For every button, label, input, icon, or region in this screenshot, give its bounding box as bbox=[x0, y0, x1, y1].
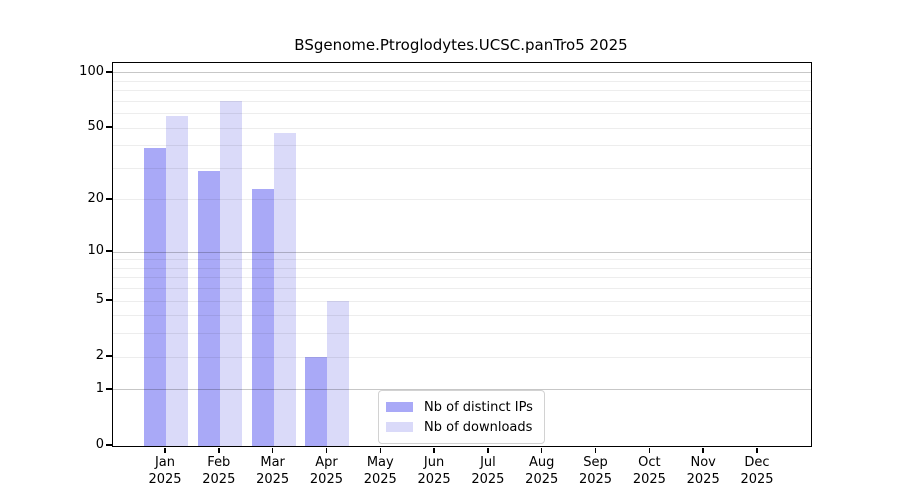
legend-swatch-downloads bbox=[386, 422, 413, 432]
x-axis-label-feb-2025: Feb 2025 bbox=[202, 455, 236, 487]
y-tick-2 bbox=[106, 355, 112, 357]
y-axis-label-0: 0 bbox=[95, 437, 104, 452]
gridline-minor-5 bbox=[113, 300, 811, 302]
gridline-major-1 bbox=[113, 389, 811, 391]
x-tick-jun-2025 bbox=[433, 448, 435, 453]
legend-label-distinct-ips: Nb of distinct IPs bbox=[424, 399, 533, 415]
x-tick-feb-2025 bbox=[218, 448, 220, 453]
x-tick-sep-2025 bbox=[594, 448, 597, 453]
gridline-minor-7 bbox=[113, 277, 811, 279]
x-axis-label-apr-2025: Apr 2025 bbox=[309, 455, 343, 487]
bar-nb-of-downloads-feb-2025 bbox=[219, 101, 242, 446]
x-tick-jan-2025 bbox=[164, 448, 166, 453]
gridline-minor-3 bbox=[113, 333, 811, 335]
x-axis-label-jun-2025: Jun 2025 bbox=[417, 455, 451, 487]
x-axis-label-sep-2025: Sep 2025 bbox=[578, 455, 613, 487]
y-tick-50 bbox=[106, 126, 112, 128]
x-axis-label-oct-2025: Oct 2025 bbox=[632, 455, 666, 487]
y-tick-100 bbox=[106, 71, 112, 73]
bar-nb-of-distinct-ips-mar-2025 bbox=[251, 189, 274, 446]
bar-nb-of-downloads-jan-2025 bbox=[166, 116, 188, 446]
x-axis-label-dec-2025: Dec 2025 bbox=[740, 455, 774, 487]
x-tick-mar-2025 bbox=[271, 448, 274, 453]
gridline-minor-90 bbox=[113, 80, 811, 82]
gridline-minor-20 bbox=[113, 199, 811, 201]
bar-nb-of-distinct-ips-jan-2025 bbox=[144, 147, 166, 446]
x-axis-label-nov-2025: Nov 2025 bbox=[686, 455, 720, 487]
x-tick-dec-2025 bbox=[756, 448, 758, 453]
chart-title: BSgenome.Ptroglodytes.UCSC.panTro5 2025 bbox=[294, 36, 628, 54]
x-axis-label-jan-2025: Jan 2025 bbox=[148, 455, 182, 487]
y-tick-10 bbox=[106, 250, 112, 252]
legend: Nb of distinct IPs Nb of downloads bbox=[378, 390, 545, 444]
y-axis-label-10: 10 bbox=[87, 243, 104, 259]
y-axis-label-50: 50 bbox=[87, 119, 104, 135]
gridline-minor-6 bbox=[113, 288, 811, 290]
plot-area bbox=[112, 62, 812, 447]
y-axis-label-5: 5 bbox=[95, 292, 104, 308]
gridline-minor-30 bbox=[113, 167, 811, 169]
y-axis-label-2: 2 bbox=[95, 348, 104, 364]
x-axis-label-aug-2025: Aug 2025 bbox=[525, 455, 559, 487]
x-axis-label-may-2025: May 2025 bbox=[363, 455, 397, 487]
x-tick-oct-2025 bbox=[648, 448, 651, 453]
gridline-minor-50 bbox=[113, 127, 811, 129]
gridline-minor-70 bbox=[113, 100, 811, 102]
y-axis-label-1: 1 bbox=[95, 380, 104, 396]
legend-item-downloads: Nb of downloads bbox=[386, 417, 536, 437]
x-axis-label-mar-2025: Mar 2025 bbox=[256, 455, 290, 487]
x-tick-nov-2025 bbox=[702, 448, 704, 453]
gridline-major-100 bbox=[113, 72, 811, 74]
legend-swatch-distinct-ips bbox=[386, 402, 413, 412]
bar-nb-of-distinct-ips-apr-2025 bbox=[305, 357, 328, 446]
x-axis-label-jul-2025: Jul 2025 bbox=[471, 455, 505, 487]
gridline-minor-80 bbox=[113, 90, 811, 92]
gridline-major-10 bbox=[113, 251, 811, 253]
legend-item-distinct-ips: Nb of distinct IPs bbox=[386, 397, 536, 417]
gridline-minor-40 bbox=[113, 145, 811, 147]
bar-nb-of-downloads-apr-2025 bbox=[327, 301, 350, 446]
y-axis-label-20: 20 bbox=[87, 190, 104, 206]
y-tick-0 bbox=[106, 444, 112, 446]
x-tick-jul-2025 bbox=[487, 448, 489, 453]
y-tick-5 bbox=[106, 299, 112, 301]
gridline-minor-60 bbox=[113, 113, 811, 115]
y-tick-20 bbox=[106, 198, 112, 200]
gridline-minor-4 bbox=[113, 315, 811, 317]
y-axis-label-100: 100 bbox=[79, 63, 104, 79]
y-tick-1 bbox=[106, 388, 112, 390]
gridline-minor-9 bbox=[113, 259, 811, 261]
legend-label-downloads: Nb of downloads bbox=[424, 419, 533, 435]
bar-nb-of-distinct-ips-feb-2025 bbox=[197, 170, 220, 446]
x-tick-may-2025 bbox=[379, 448, 382, 453]
bar-nb-of-downloads-mar-2025 bbox=[273, 132, 296, 446]
gridline-minor-2 bbox=[113, 356, 811, 358]
x-tick-apr-2025 bbox=[325, 448, 328, 453]
gridline-minor-8 bbox=[113, 267, 811, 269]
x-tick-aug-2025 bbox=[540, 448, 543, 453]
